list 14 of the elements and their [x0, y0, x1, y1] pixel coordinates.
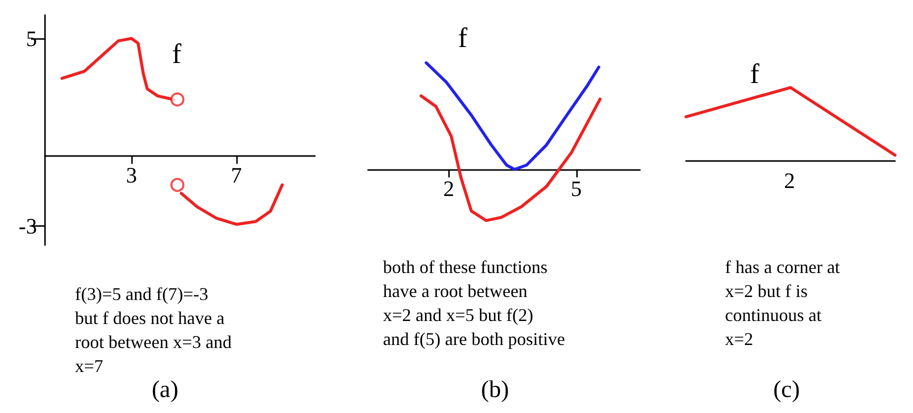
x-tick-label: 7: [230, 162, 242, 188]
text: f(3)=5 and f(7)=-3 but f does not have a root between x=3 and x=7: [75, 284, 232, 376]
text: (c): [773, 377, 800, 403]
text: (b): [481, 377, 509, 403]
text: both of these functions have a root between x=2 and x=5 but f(2) and f(5) are both positive: [383, 257, 565, 349]
x-tick-label: 5: [570, 176, 582, 201]
x-tick-label: 3: [126, 162, 138, 188]
x-tick-label: 2: [443, 176, 454, 201]
annotation: f: [750, 59, 760, 90]
text: (a): [152, 377, 178, 403]
annotation: f: [172, 39, 182, 70]
text: f has a corner at x=2 but f is continuous at x=2: [725, 257, 840, 349]
text: f: [458, 23, 468, 54]
y-tick-label: -3: [18, 214, 37, 239]
